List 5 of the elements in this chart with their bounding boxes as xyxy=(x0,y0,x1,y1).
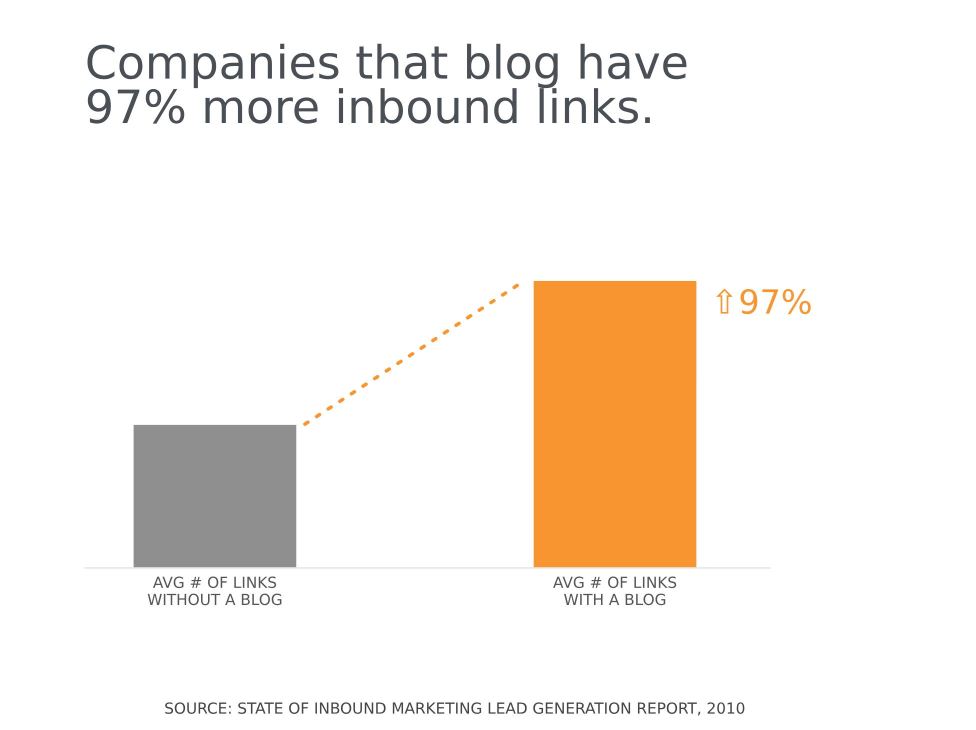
source-note: SOURCE: STATE OF INBOUND MARKETING LEAD GENERATION REPORT, 2010 xyxy=(165,702,744,716)
x-tick-label: AVG # OF LINKS WITH A BLOG xyxy=(553,576,676,606)
chart-title: Companies that blog have 97% more inbound links. xyxy=(87,44,686,124)
x-tick-label: AVG # OF LINKS WITHOUT A BLOG xyxy=(148,576,282,606)
annotation: ⇧97% xyxy=(716,288,811,314)
